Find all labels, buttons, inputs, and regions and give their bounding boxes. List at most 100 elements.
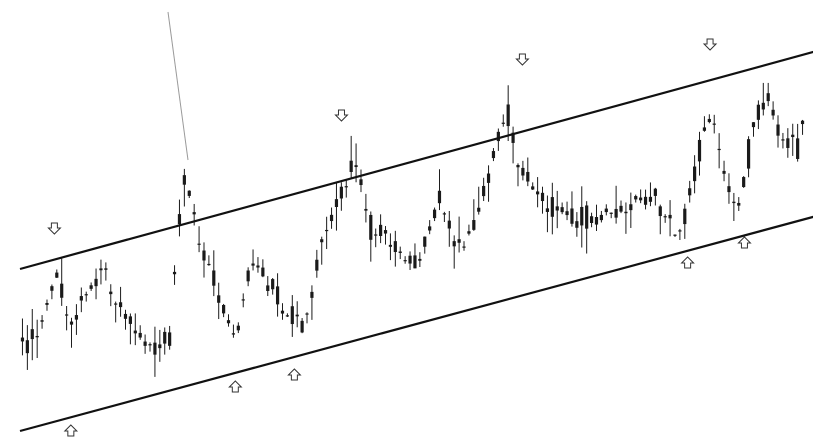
candle-body: [280, 310, 285, 314]
candle: [432, 207, 437, 222]
candle: [383, 226, 388, 245]
candle-body: [256, 265, 260, 268]
candle-body: [133, 330, 137, 334]
candle-body: [457, 239, 461, 243]
candle-body: [123, 313, 128, 319]
candle: [491, 148, 496, 162]
candle-body: [761, 102, 765, 110]
candle: [800, 119, 805, 135]
candle: [604, 204, 608, 216]
candle: [624, 202, 628, 234]
candle-body: [217, 295, 221, 303]
candle-body: [305, 313, 309, 315]
candle: [84, 291, 88, 302]
candle: [693, 155, 697, 194]
candle-body: [408, 255, 412, 264]
candle-body: [65, 314, 69, 316]
candle: [359, 169, 363, 193]
candle: [271, 278, 275, 295]
candle: [619, 200, 623, 214]
candle-body: [791, 134, 795, 138]
candle: [614, 185, 618, 224]
candle: [575, 212, 579, 237]
candle-body: [545, 208, 550, 212]
candle: [320, 236, 324, 265]
candle-body: [325, 229, 329, 232]
candle: [187, 190, 191, 199]
candle-body: [639, 197, 643, 201]
candle-body: [275, 286, 280, 305]
candle-body: [629, 204, 633, 211]
candle-body: [207, 263, 211, 266]
candle: [418, 252, 422, 268]
candle-body: [359, 179, 363, 186]
candle: [339, 182, 343, 211]
candle-body: [609, 212, 613, 214]
candle-body: [329, 214, 334, 222]
candle-body: [437, 190, 442, 204]
candle: [143, 334, 147, 354]
candle-body: [486, 173, 491, 183]
candle-body: [423, 236, 427, 247]
candle: [585, 201, 589, 254]
candle: [746, 136, 751, 178]
candle: [290, 295, 294, 337]
candle: [231, 324, 236, 338]
candle: [447, 210, 451, 247]
candle-body: [379, 224, 383, 236]
candle: [30, 309, 34, 361]
candle: [379, 214, 383, 244]
candle: [408, 251, 412, 270]
candle: [712, 114, 716, 134]
candle-body: [84, 294, 88, 296]
candle: [364, 193, 368, 223]
candle-body: [526, 171, 530, 182]
candle: [212, 250, 216, 297]
candle-body: [697, 139, 702, 162]
candle: [305, 312, 309, 324]
candle-body: [722, 170, 726, 174]
candle-body: [707, 118, 711, 123]
up-arrow-icon: [680, 256, 695, 269]
candle: [94, 268, 98, 300]
candle-body: [222, 304, 226, 314]
candle-body: [388, 244, 393, 247]
candle: [79, 287, 83, 313]
candle: [99, 259, 103, 285]
candle-body: [168, 332, 172, 346]
down-arrow-icon: [47, 222, 62, 235]
candle-body: [128, 316, 132, 324]
candle-body: [30, 329, 34, 340]
candle: [751, 122, 756, 137]
candle-body: [589, 216, 594, 223]
candle-body: [511, 132, 515, 143]
candle-body: [742, 177, 746, 188]
candle-body: [555, 206, 559, 211]
candle-body: [428, 226, 432, 231]
candle: [702, 116, 707, 132]
candle-body: [285, 315, 289, 317]
candle: [756, 100, 760, 130]
candle-body: [643, 196, 648, 205]
candle-body: [506, 104, 510, 127]
candle-body: [776, 124, 780, 136]
candle-body: [74, 315, 79, 320]
up-arrow-icon: [228, 380, 243, 393]
candle-body: [300, 320, 304, 333]
candle: [153, 326, 157, 377]
candle: [609, 212, 613, 219]
candle: [643, 189, 648, 210]
candle: [65, 306, 69, 331]
candle-body: [580, 206, 584, 226]
candle: [369, 211, 373, 262]
candle: [639, 189, 643, 204]
down-arrow-icon: [515, 53, 530, 66]
candle: [516, 163, 520, 187]
candle: [20, 318, 25, 356]
candle: [172, 265, 177, 285]
candle-body: [241, 299, 245, 301]
candle-body: [536, 191, 540, 195]
candle-body: [177, 214, 182, 225]
candle: [629, 192, 633, 228]
